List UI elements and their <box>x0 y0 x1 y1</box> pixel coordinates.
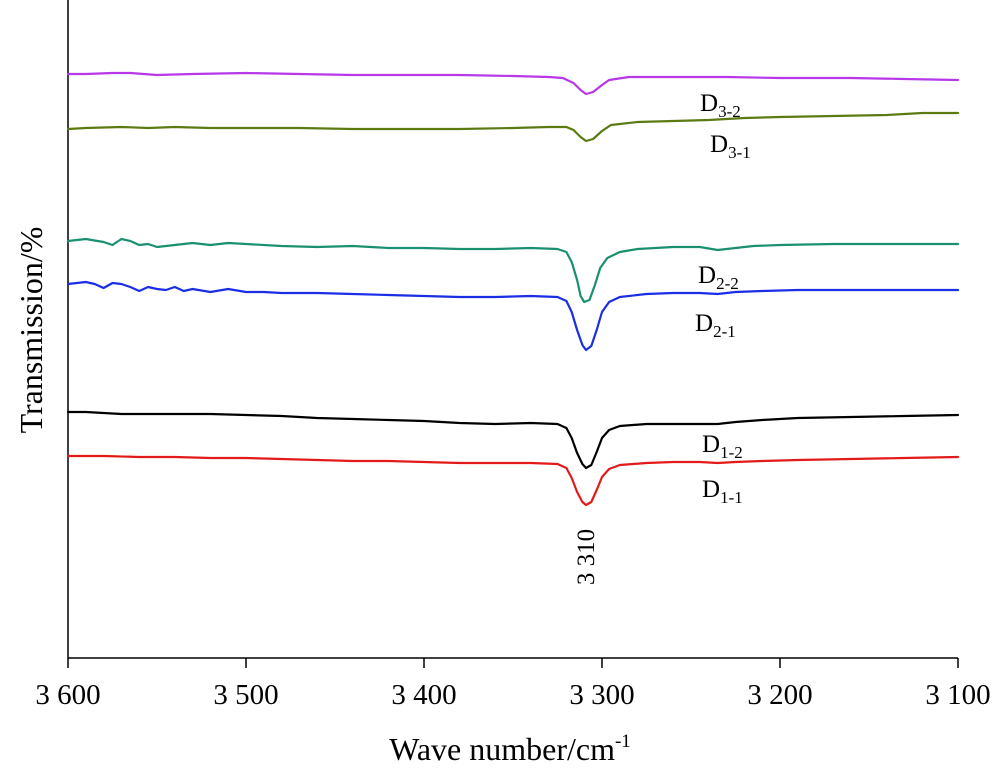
series-line-d1-1 <box>66 454 960 507</box>
x-tick-label: 3 500 <box>213 679 278 711</box>
x-axis-title-main: Wave number/cm <box>389 731 615 767</box>
series-label-d2-1: D2-1 <box>695 310 736 341</box>
x-tick-label: 3 200 <box>747 679 812 711</box>
series-label-d3-1: D3-1 <box>710 131 751 162</box>
series-line-d2-1 <box>66 280 960 352</box>
y-axis-title: Transmission/% <box>13 227 49 434</box>
series-line-d3-2 <box>66 71 960 96</box>
x-tick-label: 3 100 <box>925 679 990 711</box>
series-labels: D3-2 D3-1 D2-2 D2-1 D1-2 D1-1 <box>695 90 751 507</box>
x-tick-label: 3 600 <box>35 679 100 711</box>
x-tick-label: 3 300 <box>569 679 634 711</box>
series-label-d2-2: D2-2 <box>698 262 739 293</box>
x-tick-label: 3 400 <box>391 679 456 711</box>
series-line-d2-2 <box>66 237 960 304</box>
series-layer <box>66 71 960 507</box>
series-label-d1-2: D1-2 <box>702 431 743 462</box>
series-line-d3-1 <box>66 111 960 143</box>
series-label-d3-2: D3-2 <box>700 90 741 121</box>
series-label-d1-1: D1-1 <box>702 476 743 507</box>
peak-annotation: 3 310 <box>573 529 600 585</box>
annotations: 3 310 <box>573 529 600 585</box>
x-axis-title: Wave number/cm-1 <box>389 731 631 767</box>
plot-area: 3 600 3 500 3 400 3 300 3 200 3 100 D3-2D3-1D… <box>35 0 991 711</box>
x-axis-title-sup: -1 <box>615 731 631 752</box>
x-axis-ticks: 3 600 3 500 3 400 3 300 3 200 3 100 <box>35 658 991 711</box>
series-line-d1-2 <box>66 410 960 470</box>
